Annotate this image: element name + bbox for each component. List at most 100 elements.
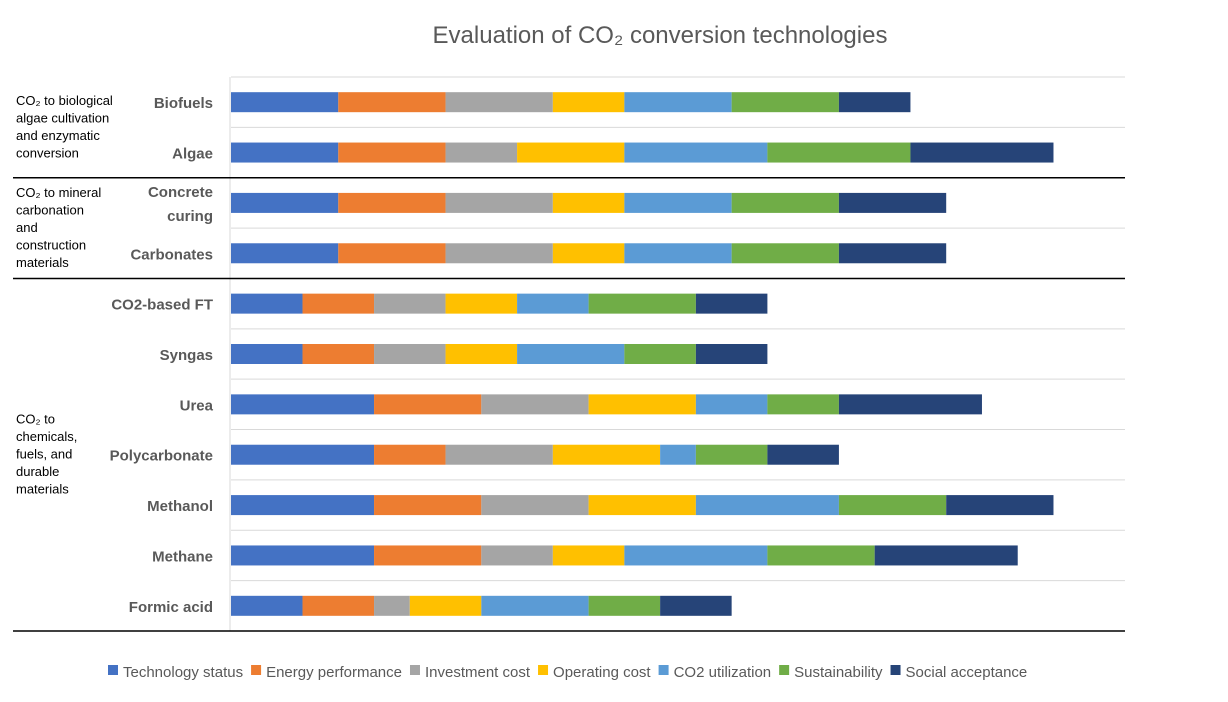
chart-title: Evaluation of CO₂ conversion technologie…	[433, 22, 888, 49]
bar-segment-investment-cost	[374, 344, 446, 364]
bar-segment-operating-cost	[552, 444, 661, 465]
bar-segment-social-acceptance	[660, 595, 732, 616]
bar-segment-social-acceptance	[695, 293, 768, 314]
legend-label: Energy performance	[266, 664, 402, 681]
bar-segment-co2-utilization	[695, 394, 768, 415]
bar-segment-technology-status	[231, 192, 339, 213]
bar-segment-sustainability	[731, 92, 839, 113]
bar-segment-sustainability	[624, 344, 696, 364]
bar-segment-social-acceptance	[910, 142, 1054, 163]
category-label: Methanol	[147, 498, 213, 515]
category-label: Carbonates	[130, 246, 213, 263]
bar-segment-sustainability	[695, 444, 768, 465]
bar-segment-investment-cost	[445, 92, 553, 113]
legend-label: Sustainability	[794, 664, 883, 681]
bar-segment-energy-performance	[338, 142, 446, 163]
bar-segment-operating-cost	[588, 394, 696, 415]
legend-label: Technology status	[123, 664, 243, 681]
bar-segment-energy-performance	[338, 243, 446, 264]
bar-segment-operating-cost	[552, 243, 625, 264]
bar-segment-co2-utilization	[624, 545, 768, 566]
bar-segment-operating-cost	[517, 142, 625, 163]
legend-swatch	[538, 665, 549, 675]
legend-label: Social acceptance	[906, 664, 1028, 681]
group-label: and	[16, 220, 38, 235]
group-label: materials	[16, 482, 69, 497]
category-label: Urea	[180, 397, 214, 414]
group-label: CO₂ to	[16, 412, 55, 427]
category-label: Concrete	[148, 184, 213, 201]
bar-segment-investment-cost	[374, 293, 446, 314]
bar-segment-social-acceptance	[946, 495, 1054, 516]
bar-segment-operating-cost	[409, 595, 482, 616]
bar-segment-energy-performance	[302, 344, 375, 364]
bar-segment-investment-cost	[481, 394, 589, 415]
bar-segment-social-acceptance	[838, 92, 911, 113]
bar-segment-co2-utilization	[624, 192, 732, 213]
bar-segment-investment-cost	[481, 545, 553, 566]
bar-segment-operating-cost	[552, 92, 625, 113]
bar-segment-social-acceptance	[838, 192, 947, 213]
bar-segment-technology-status	[231, 142, 339, 163]
bar-segment-investment-cost	[481, 495, 589, 516]
bar-segment-co2-utilization	[517, 293, 589, 314]
bar-segment-technology-status	[231, 545, 375, 566]
bar-segment-co2-utilization	[660, 444, 696, 465]
bar-segment-energy-performance	[338, 92, 446, 113]
bar-segment-energy-performance	[374, 394, 482, 415]
bar-segment-energy-performance	[374, 444, 446, 465]
bar-segment-technology-status	[231, 92, 339, 113]
bar-segment-technology-status	[231, 394, 375, 415]
bar-segment-energy-performance	[374, 545, 482, 566]
bar-segment-sustainability	[731, 243, 839, 264]
category-label: curing	[167, 208, 213, 225]
bar-segment-energy-performance	[302, 293, 375, 314]
bar-segment-investment-cost	[445, 243, 553, 264]
bar-segment-operating-cost	[552, 192, 625, 213]
category-label: Syngas	[160, 347, 213, 364]
legend-swatch	[251, 665, 262, 675]
category-label: Formic acid	[129, 599, 213, 616]
legend-label: Operating cost	[553, 664, 651, 681]
bar-segment-operating-cost	[588, 495, 696, 516]
bar-segment-energy-performance	[374, 495, 482, 516]
group-label: fuels, and	[16, 447, 72, 462]
bar-segment-technology-status	[231, 293, 303, 314]
bar-segment-social-acceptance	[838, 243, 947, 264]
group-label: conversion	[16, 146, 79, 161]
bar-segment-sustainability	[588, 293, 696, 314]
legend-swatch	[779, 665, 790, 675]
bar-segment-sustainability	[767, 142, 911, 163]
category-label: Algae	[172, 146, 213, 163]
legend-swatch	[890, 665, 901, 675]
bar-segment-technology-status	[231, 595, 303, 616]
bar-segment-investment-cost	[445, 142, 518, 163]
group-label: algae cultivation	[16, 111, 109, 126]
bar-segment-social-acceptance	[695, 344, 768, 364]
bar-segment-social-acceptance	[874, 545, 1018, 566]
category-label: Methane	[152, 548, 213, 565]
legend-label: CO2 utilization	[674, 664, 772, 681]
bar-segment-sustainability	[767, 545, 875, 566]
bar-segment-co2-utilization	[517, 344, 625, 364]
bar-segment-sustainability	[731, 192, 839, 213]
bar-segment-operating-cost	[445, 344, 518, 364]
group-label: CO₂ to biological	[16, 93, 113, 108]
bar-segment-investment-cost	[445, 192, 553, 213]
bar-segment-co2-utilization	[695, 495, 839, 516]
bar-segment-energy-performance	[338, 192, 446, 213]
group-label: durable	[16, 464, 59, 479]
legend-swatch	[108, 665, 118, 675]
bar-segment-sustainability	[588, 595, 661, 616]
bar-segment-investment-cost	[445, 444, 553, 465]
bar-segment-technology-status	[231, 344, 303, 364]
category-label: Polycarbonate	[110, 448, 213, 465]
bar-segment-technology-status	[231, 495, 375, 516]
legend-label: Investment cost	[425, 664, 531, 681]
group-label: chemicals,	[16, 429, 77, 444]
bar-segment-investment-cost	[374, 595, 410, 616]
bar-segment-technology-status	[231, 243, 339, 264]
group-label: carbonation	[16, 203, 84, 218]
bar-segment-co2-utilization	[624, 142, 768, 163]
